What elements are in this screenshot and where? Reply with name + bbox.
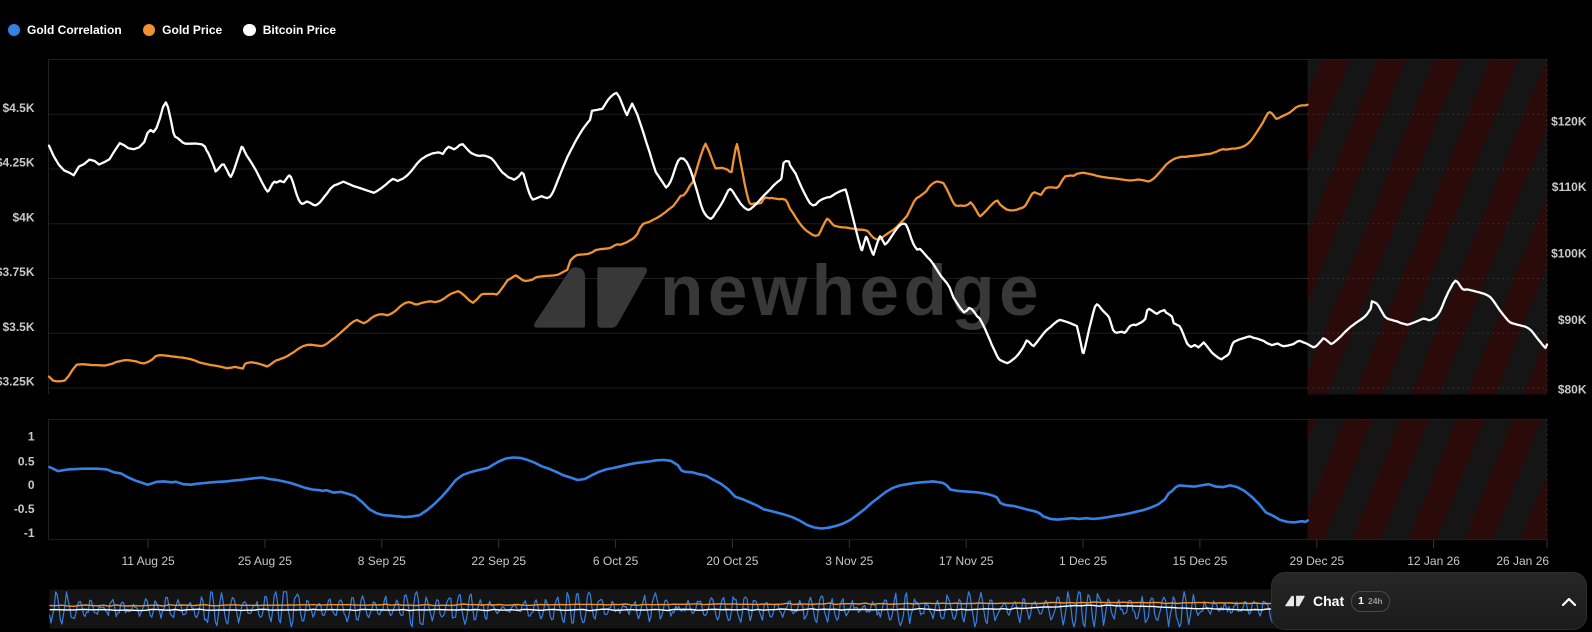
svg-text:17 Nov 25: 17 Nov 25 xyxy=(939,554,994,568)
svg-text:$110K: $110K xyxy=(1552,180,1587,194)
svg-text:6 Oct 25: 6 Oct 25 xyxy=(593,554,639,568)
svg-text:$120K: $120K xyxy=(1551,115,1587,129)
svg-text:1 Dec 25: 1 Dec 25 xyxy=(1059,554,1107,568)
svg-text:$4.25K: $4.25K xyxy=(0,156,35,170)
svg-text:25 Aug 25: 25 Aug 25 xyxy=(238,554,292,568)
svg-text:$3.5K: $3.5K xyxy=(2,320,34,334)
svg-text:-1: -1 xyxy=(24,526,35,540)
svg-text:22 Sep 25: 22 Sep 25 xyxy=(471,554,526,568)
svg-text:$90K: $90K xyxy=(1558,313,1587,327)
svg-text:newhedge: newhedge xyxy=(660,252,1043,331)
svg-text:3 Nov 25: 3 Nov 25 xyxy=(825,554,873,568)
svg-text:29 Dec 25: 29 Dec 25 xyxy=(1289,554,1344,568)
svg-text:12 Jan 26: 12 Jan 26 xyxy=(1407,554,1460,568)
svg-text:11 Aug 25: 11 Aug 25 xyxy=(122,554,175,568)
svg-text:1: 1 xyxy=(28,430,35,444)
svg-text:20 Oct 25: 20 Oct 25 xyxy=(706,554,758,568)
svg-text:0: 0 xyxy=(28,478,35,492)
svg-text:15 Dec 25: 15 Dec 25 xyxy=(1173,554,1228,568)
svg-text:$80K: $80K xyxy=(1558,383,1587,397)
svg-text:-0.5: -0.5 xyxy=(14,502,35,516)
svg-text:$4K: $4K xyxy=(12,210,34,224)
svg-text:$4.5K: $4.5K xyxy=(2,101,34,115)
svg-text:$3.25K: $3.25K xyxy=(0,375,35,389)
svg-text:$100K: $100K xyxy=(1551,247,1587,261)
svg-text:26 Jan 26: 26 Jan 26 xyxy=(1496,554,1549,568)
svg-text:$3.75K: $3.75K xyxy=(0,265,35,279)
svg-text:8 Sep 25: 8 Sep 25 xyxy=(358,554,406,568)
svg-text:0.5: 0.5 xyxy=(18,454,35,468)
